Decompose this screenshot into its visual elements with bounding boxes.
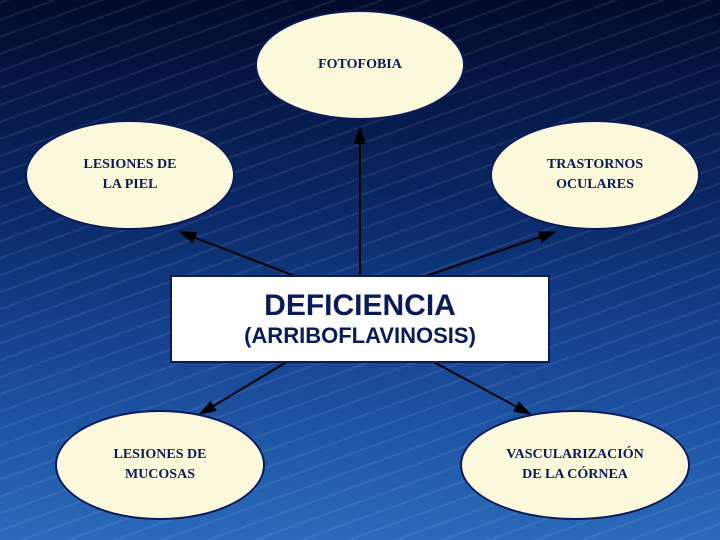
node-fotofobia: FOTOFOBIA [255, 10, 465, 120]
node-line: LESIONES DE [114, 445, 207, 465]
node-lesiones-mucosas: LESIONES DEMUCOSAS [55, 410, 265, 520]
node-line: VASCULARIZACIÓN [506, 445, 643, 465]
node-lesiones-piel: LESIONES DELA PIEL [25, 120, 235, 230]
node-vascularizacion-cornea: VASCULARIZACIÓNDE LA CÓRNEA [460, 410, 690, 520]
node-trastornos-oculares: TRASTORNOSOCULARES [490, 120, 700, 230]
node-line: OCULARES [556, 175, 634, 195]
center-title: DEFICIENCIA [264, 289, 456, 323]
node-line: DE LA CÓRNEA [522, 465, 628, 485]
node-line: FOTOFOBIA [318, 55, 402, 75]
node-line: TRASTORNOS [547, 155, 643, 175]
center-box: DEFICIENCIA (ARRIBOFLAVINOSIS) [170, 275, 550, 363]
node-line: MUCOSAS [125, 465, 195, 485]
node-line: LA PIEL [103, 175, 158, 195]
node-line: LESIONES DE [84, 155, 177, 175]
center-subtitle: (ARRIBOFLAVINOSIS) [244, 323, 476, 349]
